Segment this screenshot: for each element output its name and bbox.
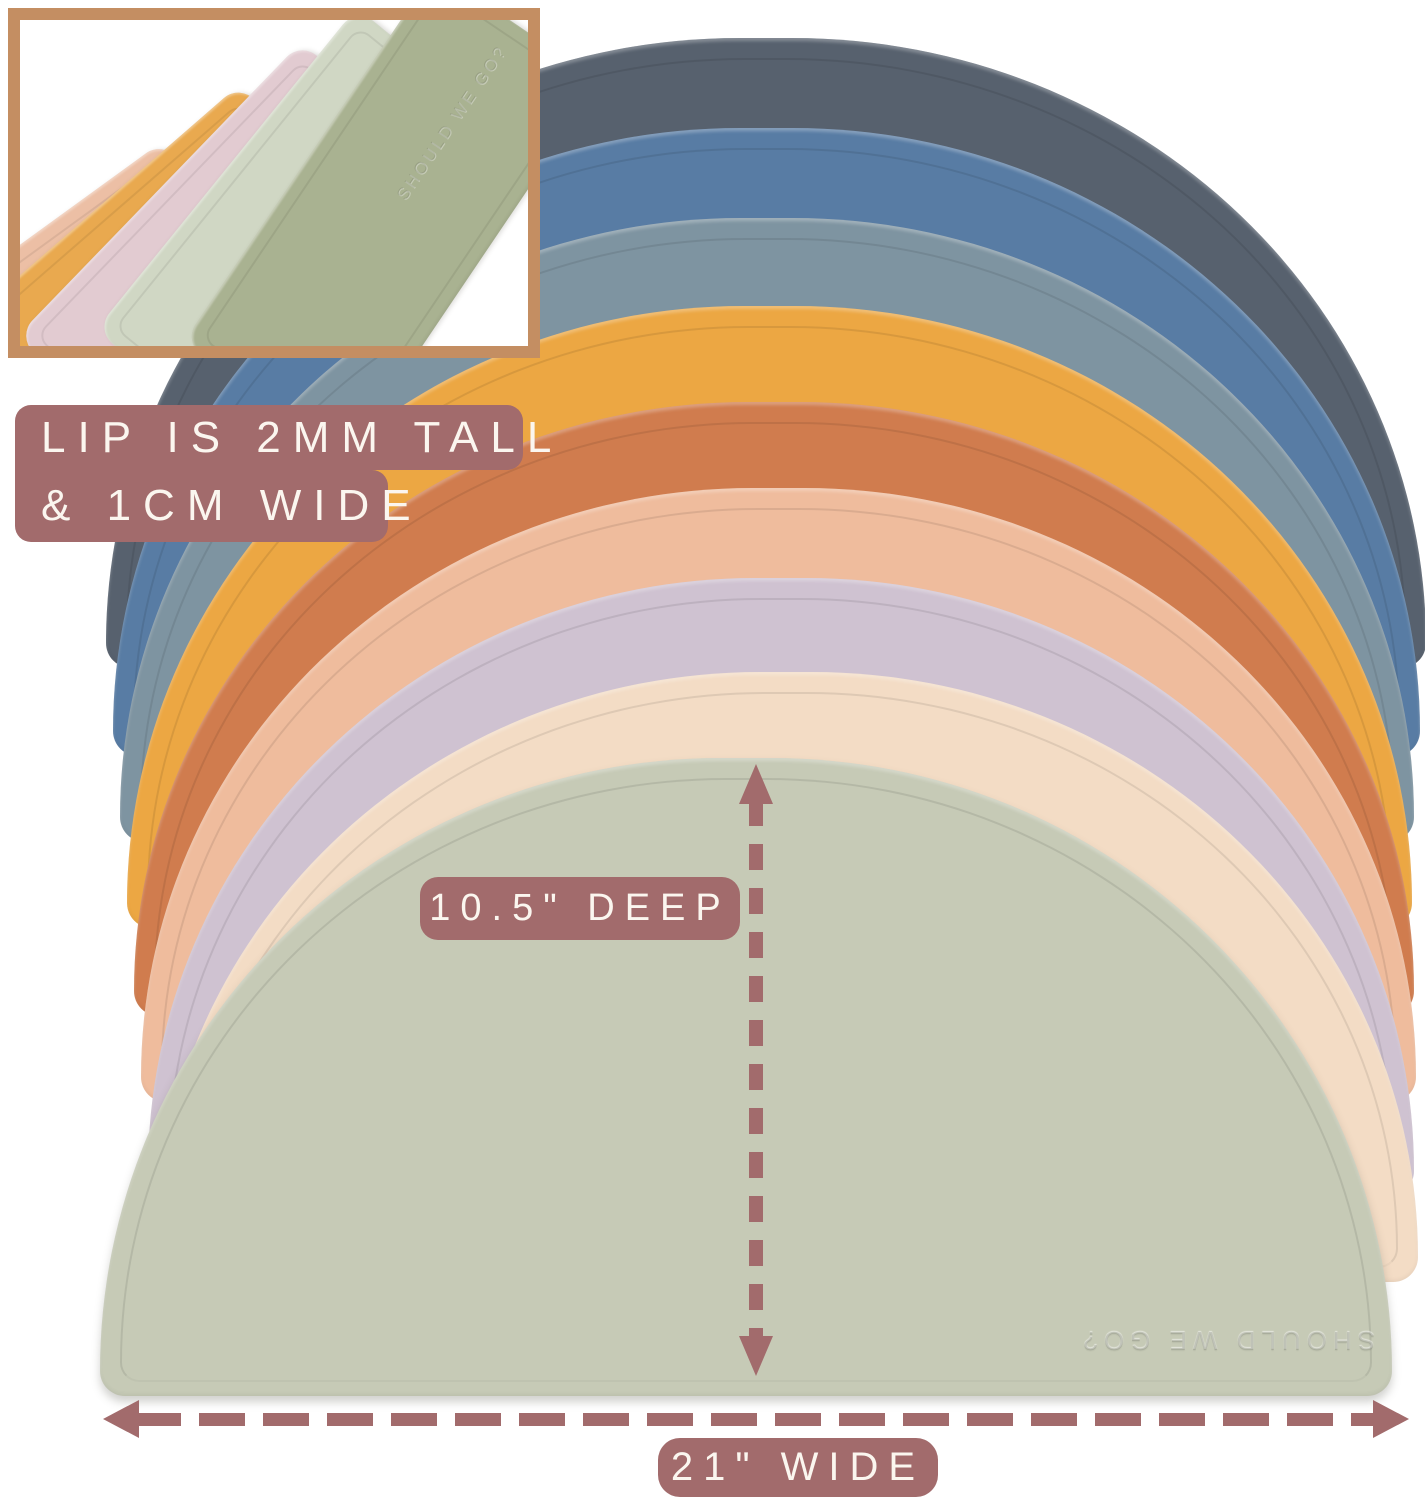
width-label: 21" WIDE [658,1438,938,1497]
lip-callout-line-2: & 1CM WIDE [15,470,411,542]
arrow-up-icon [739,764,773,804]
arrow-right-icon [1373,1400,1409,1438]
arrow-left-icon [103,1400,139,1438]
lip-detail-inset-photo: SHOULD WE GO?SHOULD WE GO?SHOULD WE GO?S… [8,8,540,358]
depth-dimension-arrow [739,764,773,1376]
arrow-down-icon [739,1336,773,1376]
lip-callout: LIP IS 2MM TALL & 1CM WIDE [15,405,551,542]
width-dashed-line [135,1413,1377,1426]
depth-dashed-line [749,800,763,1340]
depth-label: 10.5" DEEP [420,877,740,940]
width-dimension-arrow [103,1400,1409,1438]
embossed-brand-text: SHOULD WE GO? [1077,1326,1375,1356]
lip-callout-line-1: LIP IS 2MM TALL [15,405,551,470]
